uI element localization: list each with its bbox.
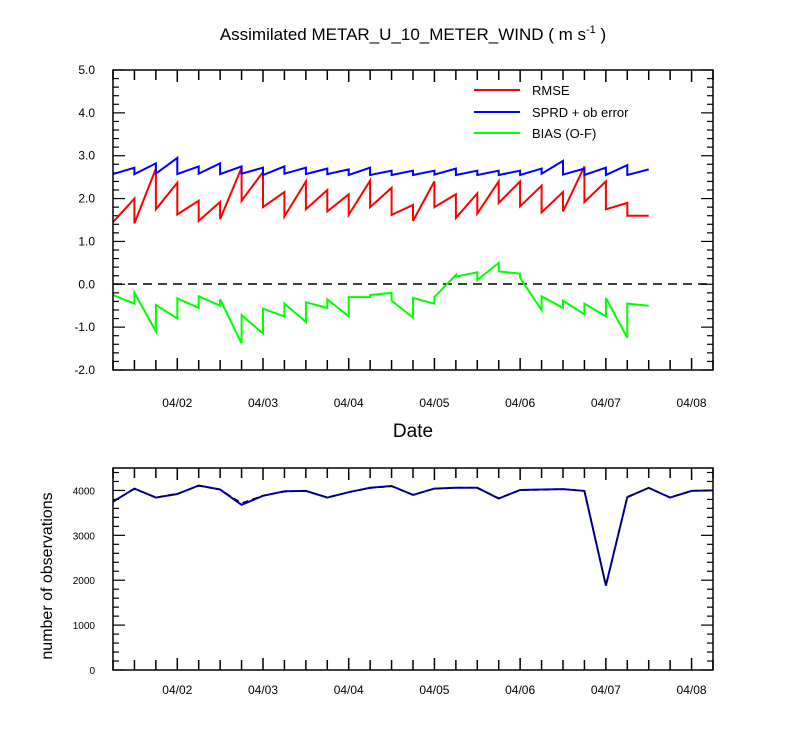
y-tick-label: 2000 <box>73 576 96 587</box>
y-tick-label: 4.0 <box>78 106 95 120</box>
y-tick-label: 0 <box>89 666 95 677</box>
legend-label-sprd: SPRD + ob error <box>532 105 629 120</box>
y-tick-label: 4000 <box>73 486 96 497</box>
x-tick-label: 04/03 <box>248 683 278 697</box>
series-line-1 <box>112 155 649 177</box>
top-ticks <box>112 69 714 371</box>
x-tick-label: 04/03 <box>248 396 278 410</box>
x-tick-label: 04/05 <box>419 683 449 697</box>
top-x-tick-labels: 04/02 04/03 04/04 04/05 04/06 04/07 04/08 <box>162 396 707 410</box>
bottom-series-lines <box>112 484 714 586</box>
chart-title-end: ) <box>596 25 606 44</box>
x-tick-label: 04/05 <box>419 396 449 410</box>
series-line-2 <box>112 260 649 344</box>
x-tick-label: 04/08 <box>677 396 707 410</box>
x-tick-label: 04/08 <box>677 683 707 697</box>
y-tick-label: 1.0 <box>78 234 95 248</box>
y-tick-label: 2.0 <box>78 192 95 206</box>
top-y-tick-labels: -2.0 -1.0 0.0 1.0 2.0 3.0 4.0 5.0 <box>74 63 95 377</box>
bottom-y-axis-label: number of observations <box>39 492 56 659</box>
top-plot: -2.0-1.00.01.02.03.04.05.0 04/02 04/03 04/… <box>74 63 714 442</box>
x-tick-label: 04/06 <box>505 396 535 410</box>
top-plot-frame <box>112 69 714 371</box>
x-tick-label: 04/07 <box>591 683 621 697</box>
x-tick-label: 04/07 <box>591 396 621 410</box>
y-tick-label: 5.0 <box>78 63 95 77</box>
top-series-lines <box>112 155 649 344</box>
y-tick-label: -1.0 <box>74 320 95 334</box>
observations-line-0 <box>112 484 714 586</box>
y-tick-label: 1000 <box>73 621 96 632</box>
legend: RMSE SPRD + ob error BIAS (O-F) <box>474 83 629 141</box>
bottom-x-tick-labels: 04/02 04/03 04/04 04/05 04/06 04/07 04/08 <box>162 683 707 697</box>
y-tick-label: -2.0 <box>74 363 95 377</box>
series-line-0 <box>112 165 649 224</box>
bottom-plot-frame <box>112 467 714 671</box>
y-tick-label: 3.0 <box>78 149 95 163</box>
x-tick-label: 04/02 <box>162 396 192 410</box>
x-tick-label: 04/06 <box>505 683 535 697</box>
bottom-ticks <box>112 468 714 671</box>
chart-title-superscript: -1 <box>586 24 596 36</box>
observations-line-1 <box>112 485 714 586</box>
legend-label-rmse: RMSE <box>532 83 570 98</box>
chart-title-main: Assimilated METAR_U_10_METER_WIND ( m s <box>220 25 586 44</box>
y-tick-label: 3000 <box>73 531 96 542</box>
x-tick-label: 04/04 <box>334 683 364 697</box>
legend-label-bias: BIAS (O-F) <box>532 126 596 141</box>
x-axis-label: Date <box>393 421 433 442</box>
bottom-y-tick-labels: 0 1000 2000 3000 4000 <box>73 486 96 677</box>
x-tick-label: 04/02 <box>162 683 192 697</box>
y-tick-label: 0.0 <box>78 277 95 291</box>
chart-title: Assimilated METAR_U_10_METER_WIND ( m s-… <box>220 24 606 44</box>
x-tick-label: 04/04 <box>334 396 364 410</box>
